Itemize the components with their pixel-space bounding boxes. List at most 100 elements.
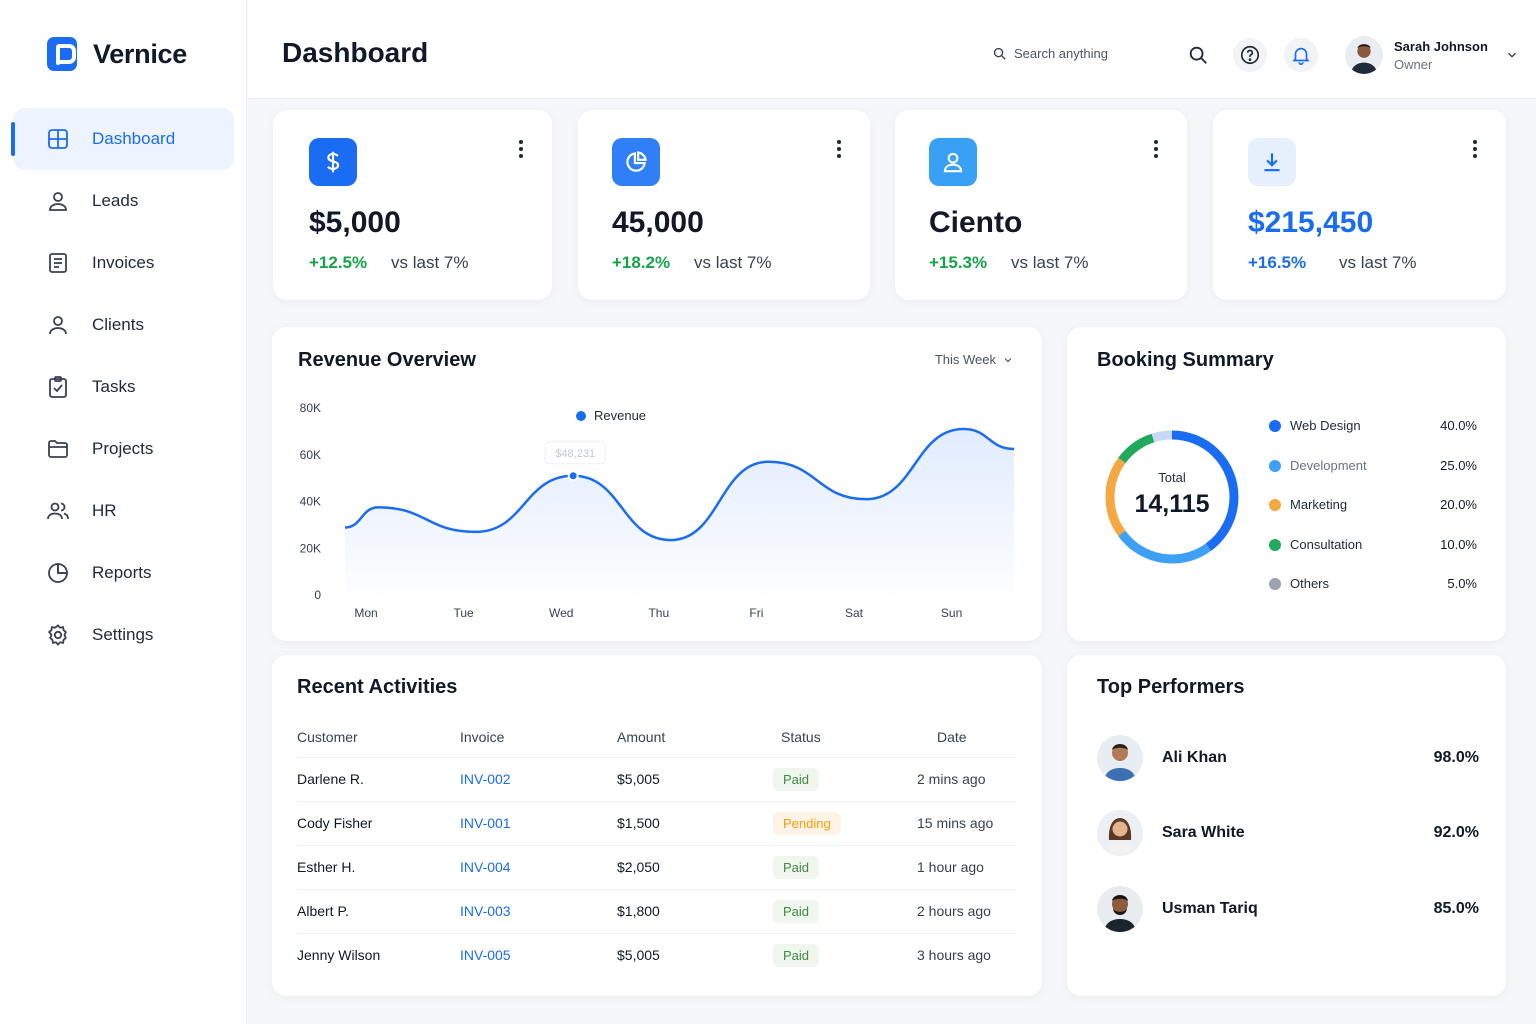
brand-logo-icon (47, 37, 77, 71)
sidebar-item-settings[interactable]: Settings (13, 604, 234, 666)
amount-cell: $1,800 (617, 889, 761, 934)
user-name: Sarah Johnson (1394, 38, 1488, 54)
amount-cell: $2,050 (617, 845, 761, 890)
download-icon (1248, 138, 1296, 186)
grid-icon (46, 127, 70, 151)
list-item[interactable]: Ali Khan 98.0% (1097, 735, 1479, 781)
x-tick-label: Tue (453, 606, 474, 620)
users-icon (46, 499, 70, 523)
performer-score: 85.0% (1433, 900, 1479, 917)
legend-value: 40.0% (1440, 418, 1477, 433)
table-row[interactable]: Darlene R. INV-002 $5,005 Paid 2 mins ag… (297, 757, 1017, 802)
more-options-button[interactable] (836, 140, 842, 158)
performer-name: Ali Khan (1162, 749, 1227, 766)
bell-icon (1292, 47, 1310, 65)
search-button[interactable] (1181, 38, 1215, 72)
sidebar-item-label: Reports (92, 563, 152, 582)
avatar (1345, 36, 1383, 74)
table-row[interactable]: Esther H. INV-004 $2,050 Paid 1 hour ago (297, 845, 1017, 890)
sidebar-item-label: Dashboard (92, 129, 176, 148)
x-tick-label: Thu (648, 606, 669, 620)
help-icon (1240, 45, 1260, 65)
invoice-link[interactable]: INV-003 (460, 903, 511, 919)
legend-item: Marketing 20.0% (1269, 497, 1477, 512)
stat-comparison: vs last 7% (391, 253, 469, 272)
column-header[interactable]: Date (917, 717, 1017, 758)
sidebar-item-hr[interactable]: HR (13, 480, 234, 542)
status-badge: Paid (773, 855, 820, 879)
user-menu[interactable]: Sarah Johnson Owner (1345, 36, 1519, 74)
range-dropdown[interactable]: This Week (935, 352, 1014, 367)
invoice-link[interactable]: INV-001 (460, 815, 511, 831)
legend-dot (1269, 498, 1281, 511)
notifications-button[interactable] (1284, 38, 1318, 72)
status-badge: Paid (773, 767, 820, 791)
legend-value: 25.0% (1440, 458, 1477, 473)
invoice-link[interactable]: INV-004 (460, 859, 511, 875)
brand[interactable]: Vernice (47, 37, 187, 71)
sidebar-item-tasks[interactable]: Tasks (13, 356, 234, 418)
search-icon (993, 47, 1006, 60)
revenue-area (345, 429, 1014, 595)
section-title: Top Performers (1097, 676, 1245, 698)
sidebar-item-invoices[interactable]: Invoices (13, 232, 234, 294)
stat-change: +18.2% (612, 253, 671, 272)
revenue-line-chart: 80K 60K 40K 20K 0 $48,231 Revenue Mon Tue Wed Thu F… (300, 401, 1015, 620)
date-cell: 15 mins ago (917, 801, 1017, 846)
invoice-link[interactable]: INV-005 (460, 947, 511, 964)
chevron-down-icon (1507, 52, 1516, 58)
stat-value: $215,450 (1248, 206, 1374, 239)
customer-cell: Darlene R. (297, 757, 460, 802)
sidebar-item-clients[interactable]: Clients (13, 294, 234, 356)
page-title: Dashboard (282, 37, 429, 68)
sidebar-item-projects[interactable]: Projects (13, 418, 234, 480)
stat-comparison: vs last 7% (694, 253, 772, 272)
column-header[interactable]: Status (761, 717, 917, 758)
search-input[interactable]: Search anything (992, 46, 1108, 61)
table-row[interactable]: Albert P. INV-003 $1,800 Paid 2 hours ag… (297, 889, 1017, 934)
sidebar-item-label: HR (92, 501, 117, 520)
table-row[interactable]: Jenny Wilson INV-005 $5,005 Paid 3 hours… (297, 933, 1017, 977)
donut-total-label: Total (1158, 470, 1186, 485)
customer-cell: Esther H. (297, 845, 460, 890)
section-title: Booking Summary (1097, 349, 1274, 371)
stat-card-revenue: $5,000 +12.5% vs last 7% (273, 110, 552, 300)
activities-table: Customer Invoice Amount Status Date Darl… (297, 717, 1017, 977)
avatar (1097, 886, 1143, 932)
sidebar-item-dashboard[interactable]: Dashboard (11, 108, 234, 170)
chevron-down-icon (1004, 357, 1012, 362)
customer-cell: Cody Fisher (297, 801, 460, 846)
legend-item: Consultation 10.0% (1269, 537, 1477, 552)
revenue-line (344, 427, 1015, 542)
help-button[interactable] (1233, 38, 1267, 72)
donut-segment (1105, 430, 1239, 564)
dollar-icon (309, 138, 357, 186)
more-options-button[interactable] (1472, 140, 1478, 158)
column-header[interactable]: Customer (297, 717, 460, 758)
y-tick-label: 40K (300, 495, 321, 509)
amount-cell: $1,500 (617, 801, 761, 846)
table-header-row: Customer Invoice Amount Status Date (297, 717, 1017, 758)
column-header[interactable]: Amount (617, 717, 761, 758)
stat-comparison: vs last 7% (1011, 253, 1089, 272)
customer-cell: Albert P. (297, 889, 460, 934)
performer-score: 92.0% (1433, 824, 1479, 841)
list-item[interactable]: Sara White 92.0% (1097, 810, 1479, 856)
legend-label: Others (1290, 576, 1330, 591)
legend-label: Marketing (1290, 497, 1348, 512)
x-tick-label: Sat (845, 606, 864, 620)
amount-cell: $5,005 (617, 757, 761, 802)
legend-item: Web Design 40.0% (1269, 418, 1477, 433)
sidebar-item-reports[interactable]: Reports (13, 542, 234, 604)
table-row[interactable]: Cody Fisher INV-001 $1,500 Pending 15 mi… (297, 801, 1017, 846)
invoice-link[interactable]: INV-002 (460, 771, 511, 787)
column-header[interactable]: Invoice (460, 717, 617, 758)
stat-comparison: vs last 7% (1339, 253, 1417, 272)
more-options-button[interactable] (518, 140, 524, 158)
tooltip-value: $48,231 (555, 448, 595, 460)
list-item[interactable]: Usman Tariq 85.0% (1097, 886, 1479, 932)
donut-segment (1105, 430, 1239, 564)
legend-value: 10.0% (1440, 537, 1477, 552)
more-options-button[interactable] (1153, 140, 1159, 158)
sidebar-item-leads[interactable]: Leads (13, 170, 234, 232)
